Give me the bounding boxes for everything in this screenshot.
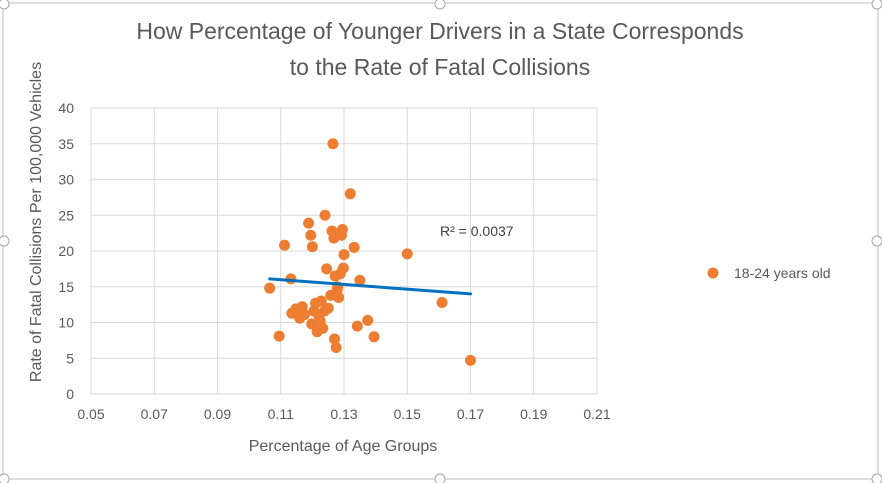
y-tick-labels: 0 5 10 15 20 25 30 35 40 [58, 100, 74, 402]
x-tick-label: 0.09 [204, 406, 231, 422]
legend-marker [707, 267, 719, 279]
data-point [279, 239, 291, 251]
data-point [401, 248, 413, 260]
x-tick-label: 0.11 [268, 406, 294, 422]
data-point [305, 229, 317, 241]
data-point [298, 309, 310, 321]
data-point [330, 342, 342, 354]
x-tick-labels: 0.05 0.07 0.09 0.11 0.13 0.15 0.17 0.19 0.21 [77, 406, 610, 422]
x-tick-label: 0.19 [520, 406, 547, 422]
data-point [351, 320, 363, 332]
data-point [337, 262, 349, 274]
data-point [336, 224, 348, 236]
y-tick-label: 20 [58, 243, 74, 259]
chart-title-line1: How Percentage of Younger Drivers in a S… [136, 18, 743, 44]
data-point [327, 138, 339, 150]
data-point [344, 188, 356, 200]
x-tick-label: 0.13 [330, 406, 357, 422]
data-point [306, 318, 318, 330]
data-point [315, 295, 327, 307]
x-tick-label: 0.05 [77, 406, 104, 422]
data-point [264, 282, 276, 294]
data-point [338, 249, 350, 261]
legend-label: 18-24 years old [734, 265, 831, 281]
x-tick-label: 0.15 [394, 406, 421, 422]
y-tick-label: 0 [66, 386, 74, 402]
data-point [321, 263, 333, 275]
data-point [273, 330, 285, 342]
y-tick-label: 15 [58, 279, 74, 295]
x-tick-label: 0.17 [457, 406, 484, 422]
chart-title-line2: to the Rate of Fatal Collisions [290, 54, 590, 80]
y-tick-label: 25 [58, 207, 74, 223]
y-tick-label: 35 [58, 136, 74, 152]
data-point [306, 241, 318, 253]
trendline-group [268, 277, 472, 296]
data-points [264, 138, 476, 366]
data-point [303, 217, 315, 229]
y-axis-label: Rate of Fatal Collisions Per 100,000 Veh… [28, 62, 45, 382]
legend: 18-24 years old [707, 265, 831, 281]
data-point [319, 209, 331, 221]
x-axis-label: Percentage of Age Groups [249, 438, 438, 455]
x-tick-label: 0.21 [583, 406, 610, 422]
data-point [333, 291, 345, 303]
data-point [322, 302, 334, 314]
y-tick-label: 10 [58, 315, 74, 331]
r-squared-label: R² = 0.0037 [440, 223, 514, 239]
data-point [465, 354, 476, 366]
y-tick-label: 5 [66, 350, 74, 366]
y-tick-label: 40 [58, 100, 74, 116]
data-point [354, 274, 366, 286]
data-point [362, 314, 374, 326]
x-tick-label: 0.07 [141, 406, 168, 422]
trendline [268, 277, 472, 296]
y-tick-label: 30 [58, 172, 74, 188]
data-point [317, 322, 329, 334]
data-point [329, 333, 341, 345]
data-point [368, 331, 380, 343]
data-point [348, 241, 360, 253]
data-point [436, 296, 448, 308]
